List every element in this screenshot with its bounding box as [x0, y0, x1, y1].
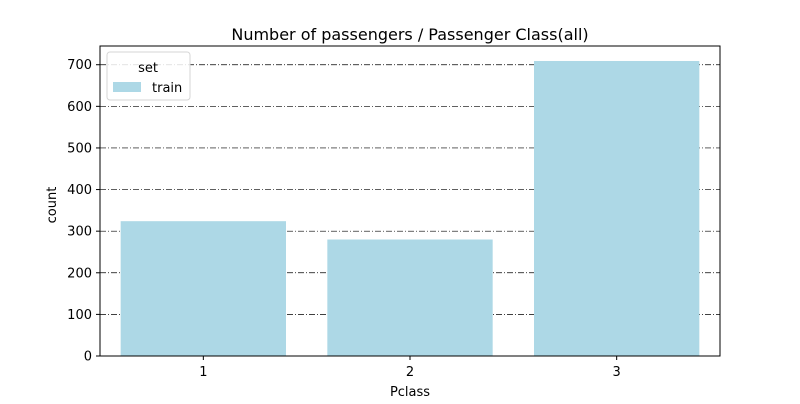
bars [120, 60, 700, 357]
x-tick-label-1: 1 [199, 365, 207, 380]
y-tick-label-200: 200 [67, 266, 92, 281]
bar-2 [327, 239, 493, 356]
x-axis-label: Pclass [390, 385, 430, 400]
chart-title: Number of passengers / Passenger Class(a… [231, 25, 588, 44]
legend-swatch-train [113, 82, 141, 92]
x-axis-ticks: 1 2 3 [199, 356, 621, 380]
bar-3 [534, 60, 700, 357]
legend-label-train: train [152, 81, 182, 96]
y-tick-label-500: 500 [67, 141, 92, 156]
y-tick-label-100: 100 [67, 308, 92, 323]
y-tick-label-400: 400 [67, 183, 92, 198]
x-tick-label-3: 3 [613, 365, 621, 380]
bar-1 [120, 221, 287, 356]
y-axis-ticks: 0 100 200 300 400 500 600 700 [67, 58, 100, 365]
x-tick-label-2: 2 [406, 365, 414, 380]
y-tick-label-700: 700 [67, 58, 92, 73]
legend-title: set [138, 61, 158, 76]
y-tick-label-0: 0 [84, 350, 92, 365]
y-axis-label: count [45, 187, 60, 224]
legend: set train [106, 51, 191, 101]
y-tick-label-600: 600 [67, 100, 92, 115]
y-tick-label-300: 300 [67, 225, 92, 240]
